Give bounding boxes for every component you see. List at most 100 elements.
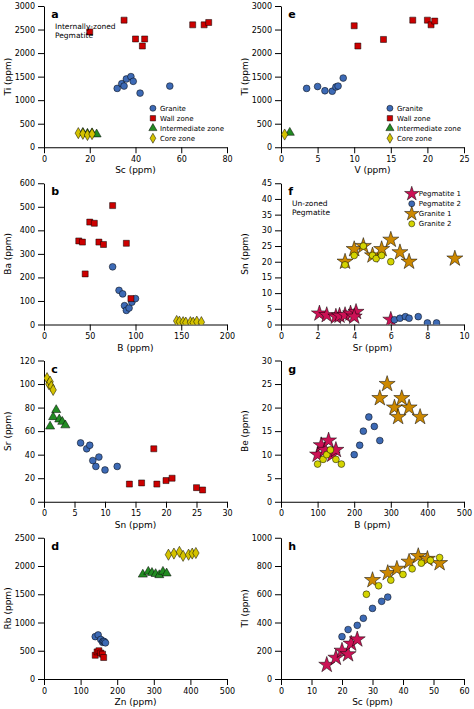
point — [101, 655, 107, 661]
x-tick-mark — [281, 147, 282, 153]
x-tick: 10 — [100, 502, 110, 519]
y-axis-title: Ti (ppm) — [240, 58, 250, 97]
y-tick-label: 500 — [20, 647, 35, 656]
y-tick: 80 — [25, 404, 44, 413]
y-tick: 1500 — [15, 590, 44, 599]
y-tick-mark — [275, 199, 281, 200]
y-tick: 40 — [262, 195, 281, 204]
legend-symbol — [150, 133, 156, 143]
y-tick: 400 — [257, 619, 281, 628]
legend-label: Granite — [397, 105, 423, 113]
x-axis-title: Sc (ppm) — [352, 697, 393, 707]
y-tick-mark — [38, 679, 44, 680]
x-tick-mark — [354, 325, 355, 331]
y-tick-mark — [38, 325, 44, 326]
panel: 051015202530020406080100120Sn (ppm)Sr (p… — [3, 357, 233, 530]
panel: 010020030040050005001000150020002500Zn (… — [3, 534, 235, 707]
legend-label: Wall zone — [397, 115, 431, 123]
point — [375, 582, 382, 589]
x-axis: 050100150200 — [42, 325, 235, 342]
y-tick: 1500 — [252, 73, 281, 82]
point — [378, 252, 385, 259]
point — [380, 36, 386, 42]
y-tick-label: 0 — [30, 321, 35, 330]
x-tick-label: 20 — [85, 155, 95, 164]
y-tick: 5 — [267, 474, 281, 483]
legend-symbol — [405, 206, 419, 220]
y-tick: 2000 — [252, 49, 281, 58]
x-tick-label: 500 — [457, 509, 472, 518]
y-tick: 35 — [262, 211, 281, 220]
point — [322, 87, 329, 94]
y-tick: 100 — [20, 380, 44, 389]
panel-label: d — [51, 540, 59, 553]
point — [342, 261, 349, 268]
point — [338, 461, 345, 468]
point — [50, 384, 56, 395]
y-tick-label: 1000 — [252, 534, 272, 543]
x-tick-mark — [227, 502, 228, 508]
y-tick-mark — [38, 623, 44, 624]
x-tick-mark — [90, 325, 91, 331]
point — [384, 594, 391, 601]
x-tick-mark — [464, 147, 465, 153]
y-tick: 2500 — [252, 26, 281, 35]
x-axis-title: Sr (ppm) — [353, 343, 393, 353]
y-tick-mark — [275, 100, 281, 101]
x-tick: 0 — [279, 502, 284, 519]
x-tick: 60 — [459, 679, 469, 696]
y-tick-label: 1500 — [15, 590, 35, 599]
point — [52, 405, 61, 413]
x-tick-mark — [136, 502, 137, 508]
point — [121, 83, 128, 90]
point — [433, 320, 440, 325]
y-tick-label: 30 — [262, 226, 272, 235]
point — [392, 244, 408, 259]
y-tick-label: 20 — [25, 474, 35, 483]
y-tick: 500 — [20, 647, 44, 656]
point — [355, 238, 371, 253]
legend-label: Core zone — [160, 135, 195, 143]
y-tick: 25 — [262, 380, 281, 389]
legend-item: Wall zone — [150, 115, 193, 123]
x-tick-label: 40 — [131, 155, 141, 164]
x-axis-line — [45, 679, 228, 680]
y-tick-label: 3000 — [252, 2, 272, 11]
legend-item: Granite 1 — [405, 206, 452, 220]
x-axis: 020406080 — [42, 147, 233, 164]
y-tick-mark — [275, 6, 281, 7]
y-tick-label: 1500 — [15, 73, 35, 82]
x-tick-label: 0 — [279, 687, 284, 696]
x-axis: 0246810 — [279, 325, 470, 342]
legend-label: Pegmatite 1 — [419, 190, 461, 198]
y-tick-label: 100 — [20, 380, 35, 389]
y-tick: 0 — [30, 143, 44, 152]
x-tick-mark — [391, 502, 392, 508]
y-tick: 15 — [262, 273, 281, 282]
y-tick-mark — [275, 293, 281, 294]
y-tick: 400 — [20, 226, 44, 235]
point — [281, 129, 287, 140]
y-tick: 500 — [20, 203, 44, 212]
point — [79, 239, 85, 245]
y-axis-line — [281, 538, 282, 679]
y-tick: 100 — [20, 297, 44, 306]
point — [427, 557, 434, 564]
y-tick-mark — [38, 277, 44, 278]
x-tick-label: 10 — [459, 332, 469, 341]
y-tick-label: 1000 — [252, 96, 272, 105]
x-tick-mark — [190, 679, 191, 685]
y-tick-mark — [275, 246, 281, 247]
y-tick-mark — [38, 538, 44, 539]
y-tick: 600 — [257, 590, 281, 599]
x-tick-mark — [44, 147, 45, 153]
y-tick-label: 1000 — [15, 96, 35, 105]
x-tick: 10 — [307, 679, 317, 696]
y-tick-label: 40 — [262, 195, 272, 204]
legend-symbol — [387, 105, 393, 111]
y-tick-label: 20 — [262, 258, 272, 267]
point — [126, 481, 132, 487]
x-tick-mark — [434, 679, 435, 685]
x-tick-label: 0 — [42, 332, 47, 341]
y-tick-mark — [38, 183, 44, 184]
